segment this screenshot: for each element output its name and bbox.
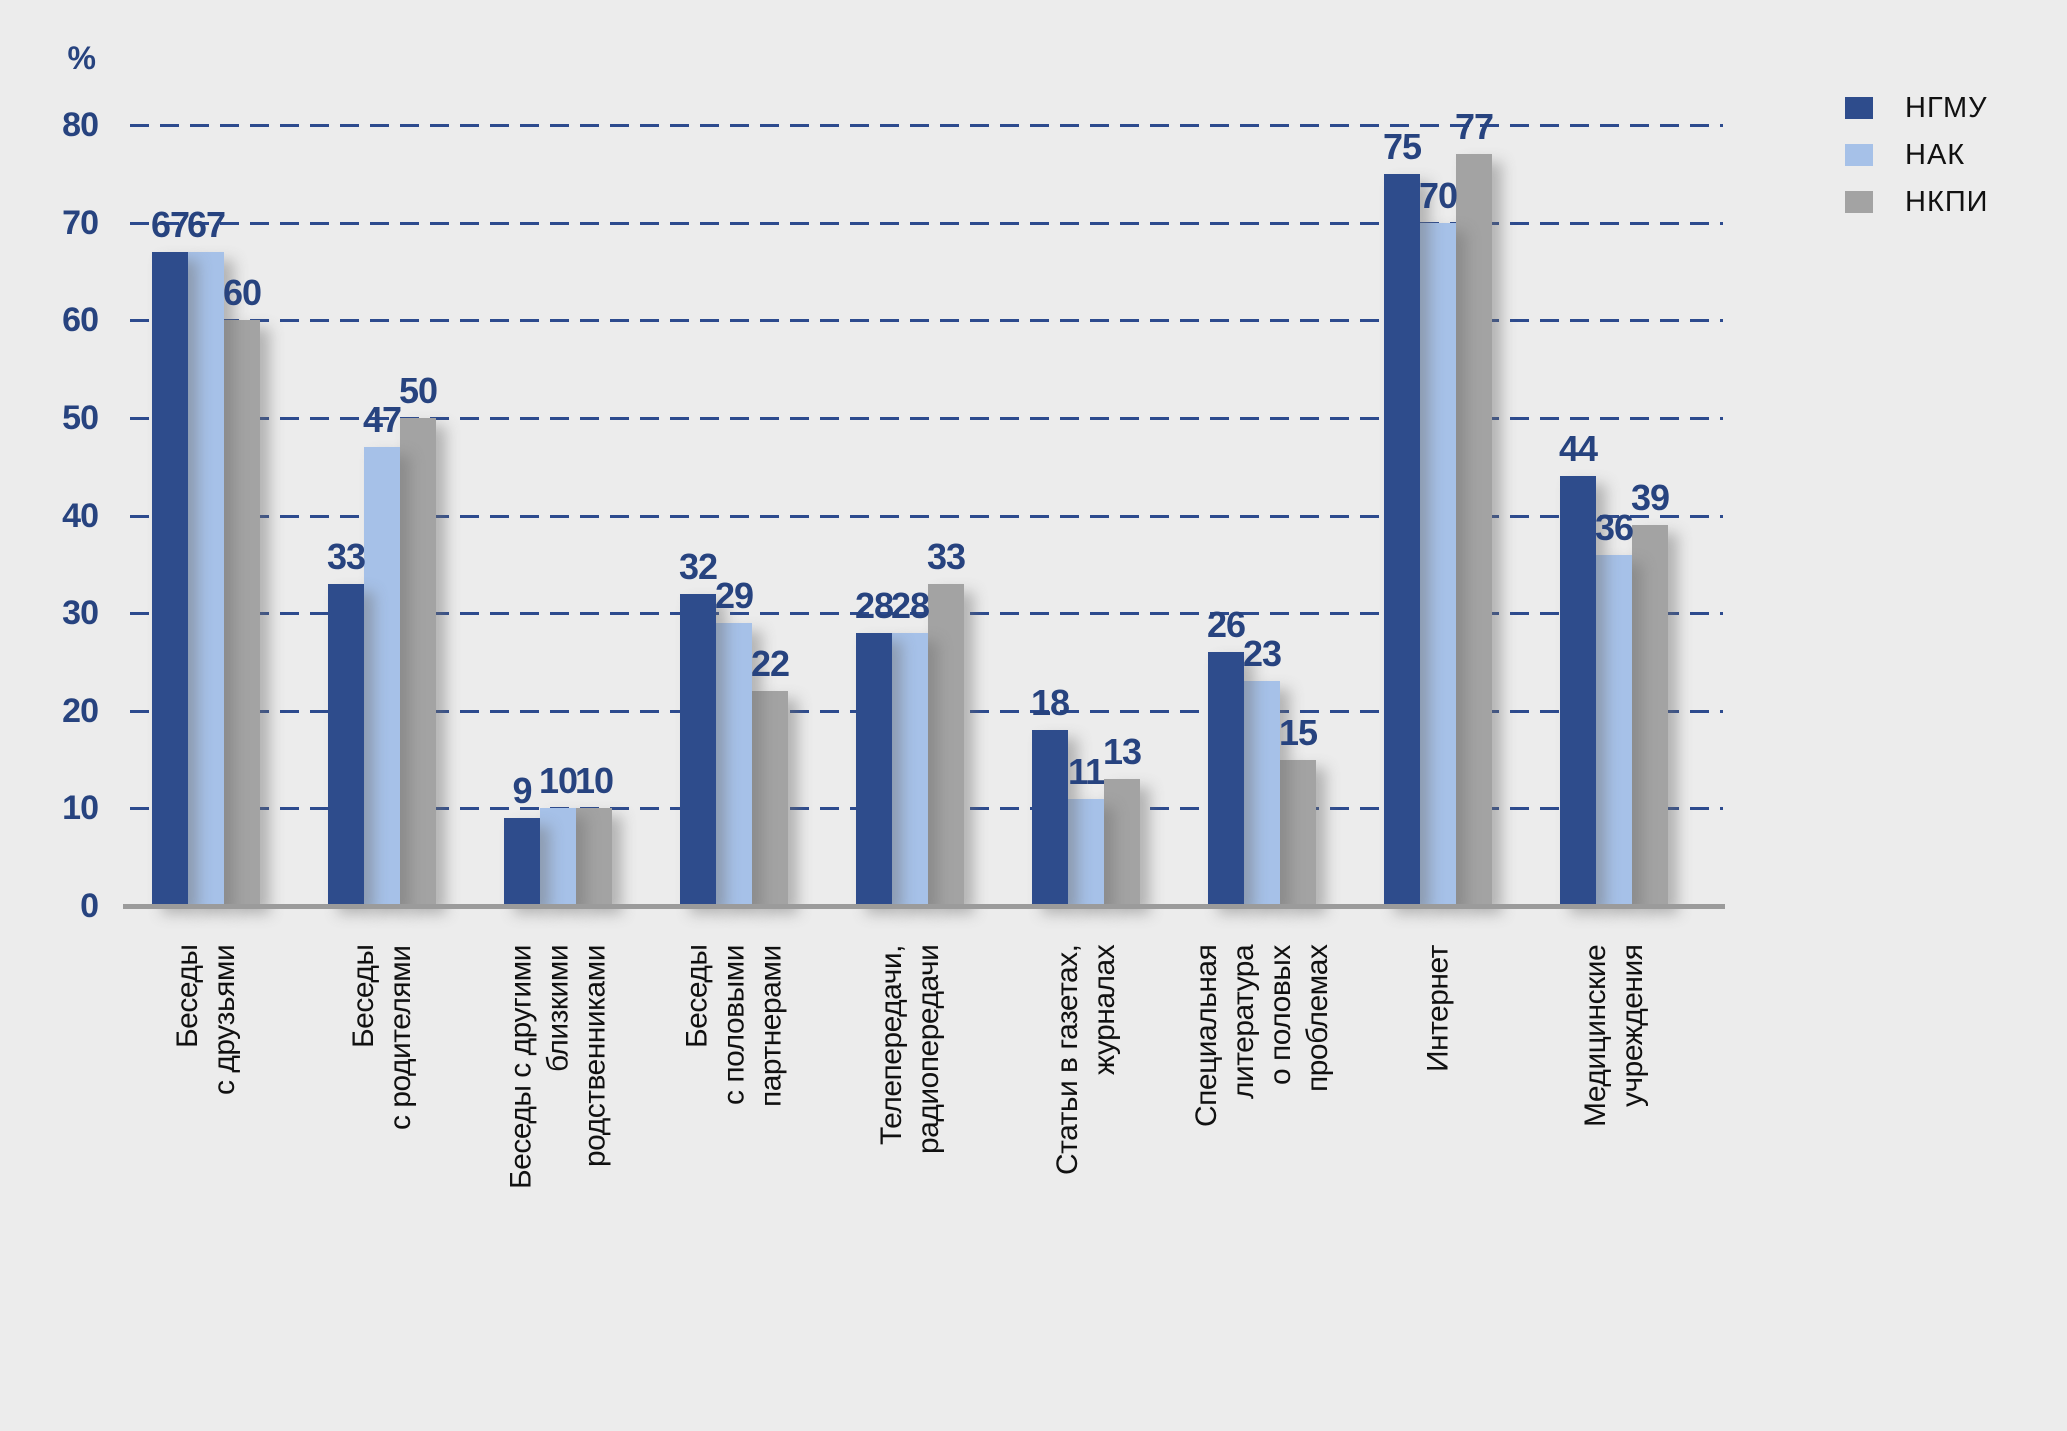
gridline bbox=[130, 124, 1723, 127]
bar-НГМУ-1 bbox=[328, 583, 364, 906]
y-axis-tick-label: 50 bbox=[62, 398, 99, 437]
bar-value-label: 13 bbox=[1102, 731, 1142, 773]
bar-value-label: 60 bbox=[222, 272, 262, 314]
category-label: Беседы с родителями bbox=[347, 945, 417, 1130]
bar-value-label: 28 bbox=[890, 584, 930, 626]
bar-НАК-7 bbox=[1420, 222, 1456, 906]
bar-value-label: 70 bbox=[1418, 174, 1458, 216]
y-axis-tick-label: 40 bbox=[62, 496, 99, 535]
category-label: Беседы с половыми партнерами bbox=[680, 945, 788, 1107]
bar-value-label: 11 bbox=[1067, 750, 1105, 792]
x-axis-line bbox=[123, 904, 1725, 909]
bar-value-label: 26 bbox=[1206, 604, 1246, 646]
bar-НГМУ-2 bbox=[504, 818, 540, 906]
category-label: Специальная литература о половых проблем… bbox=[1190, 945, 1334, 1128]
bar-value-label: 22 bbox=[750, 643, 790, 685]
bar-НГМУ-5 bbox=[1032, 730, 1068, 906]
bar-НАК-0 bbox=[188, 251, 224, 906]
bar-НАК-8 bbox=[1596, 554, 1632, 906]
bar-НАК-4 bbox=[892, 632, 928, 906]
legend-swatch-nkpi bbox=[1845, 191, 1873, 213]
bar-value-label: 67 bbox=[150, 203, 190, 245]
bar-НКПИ-5 bbox=[1104, 779, 1140, 906]
category-label: Статьи в газетах, журналах bbox=[1051, 945, 1121, 1176]
legend-item: НГМУ bbox=[1845, 92, 1989, 124]
bar-value-label: 10 bbox=[574, 760, 614, 802]
y-axis-tick-label: 20 bbox=[62, 691, 99, 730]
category-label: Медицинские учреждения bbox=[1579, 945, 1649, 1128]
legend-item: НКПИ bbox=[1845, 186, 1989, 218]
bar-value-label: 10 bbox=[538, 760, 578, 802]
gridline bbox=[130, 416, 1723, 420]
y-axis-tick-label: 30 bbox=[62, 594, 99, 633]
bar-НКПИ-4 bbox=[928, 583, 964, 906]
bar-НАК-1 bbox=[364, 447, 400, 906]
bar-НАК-5 bbox=[1068, 798, 1104, 906]
bar-value-label: 33 bbox=[326, 535, 366, 577]
bar-value-label: 50 bbox=[398, 369, 438, 411]
legend-swatch-ngmu bbox=[1845, 97, 1873, 119]
y-axis-tick-label: 80 bbox=[62, 106, 99, 144]
bar-НКПИ-6 bbox=[1280, 759, 1316, 906]
category-label: Интернет bbox=[1421, 945, 1455, 1072]
bar-НКПИ-8 bbox=[1632, 525, 1668, 906]
legend-label: НГМУ bbox=[1905, 91, 1988, 124]
bar-НГМУ-8 bbox=[1560, 476, 1596, 906]
bar-value-label: 32 bbox=[678, 545, 718, 587]
bar-value-label: 44 bbox=[1558, 428, 1598, 470]
bar-value-label: 9 bbox=[512, 770, 532, 812]
legend-swatch-nak bbox=[1845, 144, 1873, 166]
bar-НГМУ-0 bbox=[152, 251, 188, 906]
y-axis-unit-label: % bbox=[67, 40, 96, 76]
bar-НГМУ-6 bbox=[1208, 652, 1244, 906]
category-label: Беседы с другими близкими родственниками bbox=[504, 945, 612, 1190]
bar-НКПИ-3 bbox=[752, 691, 788, 906]
bar-value-label: 18 bbox=[1030, 682, 1070, 724]
bar-НКПИ-0 bbox=[224, 320, 260, 906]
y-axis-tick-label: 70 bbox=[62, 203, 99, 242]
bar-value-label: 36 bbox=[1594, 506, 1634, 548]
bar-value-label: 77 bbox=[1454, 106, 1494, 148]
y-axis-tick-label: 60 bbox=[62, 301, 99, 340]
category-label: Телепередачи, радиопередачи bbox=[875, 945, 945, 1155]
bar-value-label: 23 bbox=[1242, 633, 1282, 675]
y-axis-tick-label: 10 bbox=[62, 789, 99, 828]
bar-НАК-6 bbox=[1244, 681, 1280, 906]
category-label: Беседы с друзьями bbox=[171, 945, 241, 1096]
y-axis-tick-label: 0 bbox=[80, 887, 99, 925]
gridline bbox=[130, 514, 1723, 518]
bar-НАК-2 bbox=[540, 808, 576, 906]
gridline bbox=[130, 612, 1723, 616]
legend-label: НАК bbox=[1905, 138, 1966, 171]
bar-НКПИ-7 bbox=[1456, 154, 1492, 906]
legend-label: НКПИ bbox=[1905, 185, 1989, 218]
bar-value-label: 39 bbox=[1630, 477, 1670, 519]
bar-НАК-3 bbox=[716, 622, 752, 906]
bar-НКПИ-2 bbox=[576, 808, 612, 906]
bar-НКПИ-1 bbox=[400, 417, 436, 906]
bar-value-label: 15 bbox=[1278, 711, 1318, 753]
bar-value-label: 47 bbox=[362, 399, 402, 441]
gridline bbox=[130, 319, 1723, 323]
bar-НГМУ-4 bbox=[856, 632, 892, 906]
bar-НГМУ-3 bbox=[680, 593, 716, 906]
bar-НГМУ-7 bbox=[1384, 173, 1420, 906]
bar-value-label: 28 bbox=[854, 584, 894, 626]
bar-value-label: 29 bbox=[714, 574, 754, 616]
bar-value-label: 75 bbox=[1382, 125, 1422, 167]
legend-item: НАК bbox=[1845, 139, 1989, 171]
bar-value-label: 33 bbox=[926, 535, 966, 577]
bar-value-label: 67 bbox=[186, 203, 226, 245]
legend: НГМУ НАК НКПИ bbox=[1845, 92, 1989, 236]
gridline bbox=[130, 221, 1723, 225]
